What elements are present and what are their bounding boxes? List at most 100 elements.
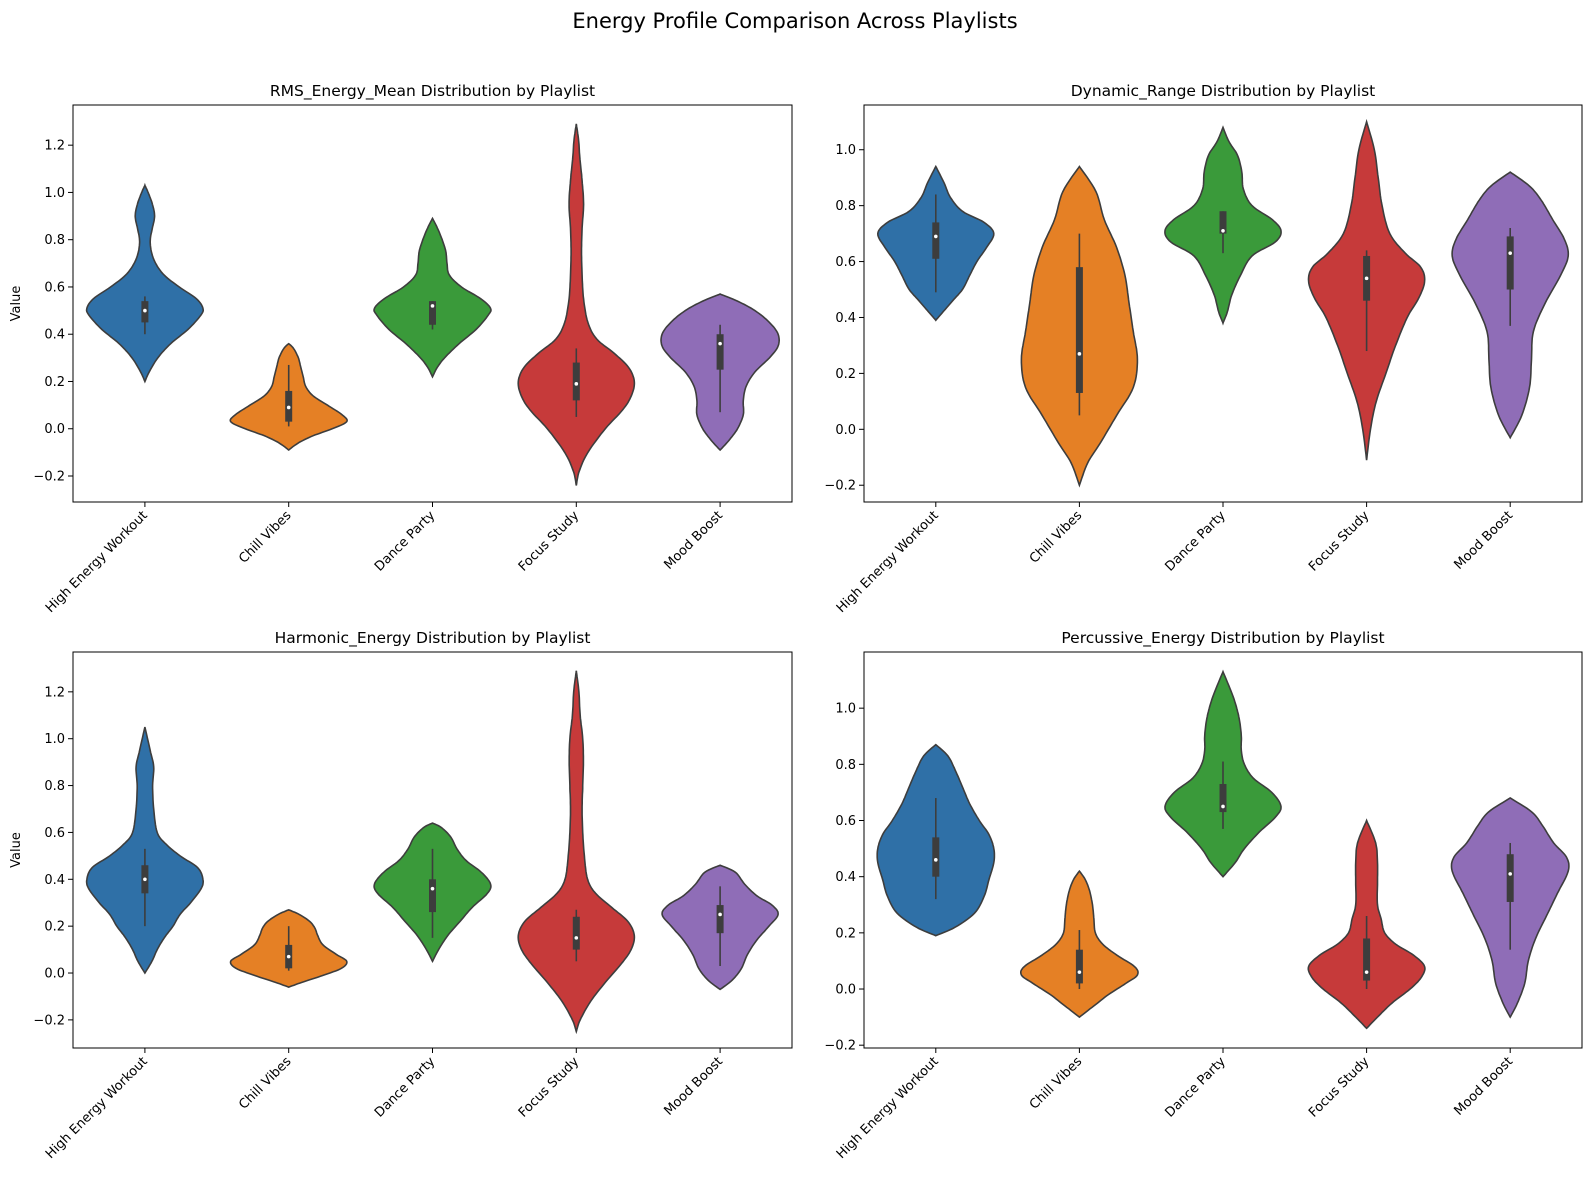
iqr-box [1075, 267, 1083, 393]
y-tick-label: 0.4 [44, 873, 65, 888]
violin-dance-party [373, 822, 492, 963]
y-tick-label: 0.6 [44, 826, 65, 841]
y-tick-label: 0.0 [835, 983, 856, 998]
y-tick-label: 0.0 [835, 423, 856, 438]
x-tick-label: Mood Boost [661, 508, 726, 573]
violin-chill-vibes [229, 908, 348, 988]
violin-mood-boost [1450, 797, 1570, 1019]
violin-high-energy-workout [876, 164, 995, 322]
violin-high-energy-workout [85, 182, 204, 384]
iqr-box [1075, 949, 1083, 984]
median-dot [1508, 872, 1512, 876]
median-dot [574, 936, 579, 940]
x-tick-label: Dance Party [1162, 508, 1229, 575]
x-tick-label: Chill Vibes [236, 508, 295, 567]
panel-1: RMS_Energy_Mean Distribution by Playlist… [9, 82, 793, 616]
median-dot [1077, 970, 1082, 974]
y-tick-label: 0.8 [835, 199, 856, 214]
x-tick-label: Dance Party [1162, 1054, 1229, 1121]
y-tick-label: 1.2 [44, 685, 65, 700]
y-tick-label: 0.2 [44, 920, 65, 935]
y-tick-label: 0.8 [44, 779, 65, 794]
y-tick-label: 0.4 [835, 870, 856, 885]
iqr-box [1506, 854, 1514, 902]
y-tick-label: 0.6 [835, 255, 856, 270]
y-axis-label: Value [9, 286, 24, 322]
y-tick-label: −0.2 [33, 470, 65, 485]
y-tick-label: −0.2 [824, 1039, 856, 1054]
y-tick-label: 0.8 [44, 233, 65, 248]
violin-mood-boost [1451, 171, 1570, 440]
iqr-box [716, 334, 724, 370]
violin-dance-party [373, 216, 492, 379]
y-tick-label: 0.8 [835, 758, 856, 773]
y-tick-label: 0.4 [835, 311, 856, 326]
y-tick-label: 0.6 [44, 280, 65, 295]
panel-title: Dynamic_Range Distribution by Playlist [1071, 82, 1376, 101]
y-tick-label: 1.0 [835, 143, 856, 158]
y-tick-label: 1.0 [44, 732, 65, 747]
x-tick-label: Dance Party [372, 1054, 439, 1121]
median-dot [1077, 352, 1082, 356]
panel-title: Percussive_Energy Distribution by Playli… [1061, 629, 1384, 648]
y-tick-label: 0.6 [835, 814, 856, 829]
median-dot [286, 954, 291, 959]
x-tick-label: Focus Study [1306, 1054, 1373, 1121]
panel-2: Dynamic_Range Distribution by Playlist −0… [824, 82, 1583, 616]
y-tick-label: 0.0 [44, 967, 65, 982]
x-tick-label: Focus Study [516, 1054, 583, 1121]
violin-chill-vibes [1020, 165, 1139, 488]
y-tick-label: −0.2 [824, 479, 856, 494]
panel-title: Harmonic_Energy Distribution by Playlist [275, 629, 591, 648]
iqr-box [932, 222, 940, 259]
x-tick-label: Mood Boost [1452, 508, 1517, 573]
panels: RMS_Energy_Mean Distribution by Playlist… [9, 82, 1583, 1162]
violin-chill-vibes [1020, 869, 1139, 1019]
iqr-box [429, 879, 436, 913]
violin-high-energy-workout [85, 726, 205, 975]
iqr-box [1363, 938, 1371, 981]
y-tick-label: 1.2 [44, 139, 65, 154]
y-tick-label: 0.4 [44, 328, 65, 343]
median-dot [718, 341, 722, 346]
x-tick-label: Dance Party [372, 508, 439, 575]
panel-title: RMS_Energy_Mean Distribution by Playlist [270, 82, 595, 101]
y-tick-label: −0.2 [33, 1013, 65, 1028]
x-tick-label: Mood Boost [1452, 1054, 1517, 1119]
median-dot [143, 308, 147, 313]
iqr-box [932, 837, 940, 877]
iqr-box [572, 362, 580, 401]
median-dot [430, 886, 435, 891]
violin-body [517, 670, 636, 1035]
violin-mood-boost [661, 864, 779, 991]
violin-body [517, 123, 636, 486]
median-dot [286, 405, 291, 410]
x-tick-label: Chill Vibes [1027, 508, 1086, 567]
x-tick-label: High Energy Workout [43, 508, 151, 616]
violin-chill-vibes [229, 342, 348, 451]
median-dot [574, 382, 579, 386]
violin-body [373, 216, 492, 379]
median-dot [143, 877, 147, 882]
panel-4: Percussive_Energy Distribution by Playli… [824, 629, 1583, 1162]
y-tick-label: 0.2 [44, 375, 65, 390]
y-axis-label: Value [9, 832, 24, 868]
median-dot [934, 234, 938, 239]
violin-dance-party [1164, 125, 1282, 326]
y-tick-label: 1.0 [44, 186, 65, 201]
panel-3: Harmonic_Energy Distribution by Playlist… [9, 629, 793, 1162]
x-tick-label: Focus Study [1306, 508, 1373, 575]
median-dot [934, 858, 938, 862]
iqr-box [1219, 784, 1227, 813]
y-tick-label: 0.2 [835, 367, 856, 382]
x-tick-label: Chill Vibes [236, 1054, 295, 1113]
violin-mood-boost [660, 293, 781, 452]
violin-focus-study [517, 670, 636, 1035]
iqr-box [1219, 211, 1227, 234]
median-dot [1364, 970, 1369, 974]
y-tick-label: 0.2 [835, 926, 856, 941]
iqr-box [572, 916, 580, 950]
violin-focus-study [517, 123, 636, 486]
figure-suptitle: Energy Profile Comparison Across Playlis… [572, 9, 1017, 33]
